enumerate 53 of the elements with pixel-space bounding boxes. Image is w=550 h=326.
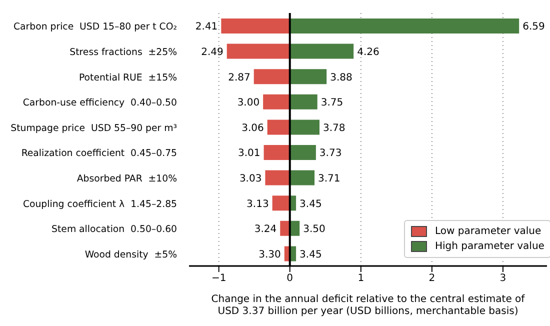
annotation: 3.01 bbox=[238, 148, 260, 160]
annotation: 3.88 bbox=[330, 72, 352, 84]
y-tick-label: Stem allocation 0.50–0.60 bbox=[52, 224, 178, 236]
bar bbox=[221, 18, 290, 34]
y-tick-label: Wood density ±5% bbox=[84, 249, 178, 260]
y-tick-label: Coupling coefficient λ 1.45–2.85 bbox=[22, 198, 178, 210]
x-tick-label: 3 bbox=[500, 273, 506, 284]
x-tick-label: 2 bbox=[428, 273, 436, 284]
y-tick-label: Absorbed PAR ±10% bbox=[76, 173, 178, 184]
bar bbox=[265, 170, 290, 186]
annotation: 3.78 bbox=[322, 122, 346, 134]
annotation: 3.75 bbox=[320, 98, 344, 109]
annotation: 3.24 bbox=[254, 224, 277, 236]
legend-label: Low parameter value bbox=[435, 225, 542, 239]
x-tick-label: 0 bbox=[286, 273, 294, 284]
y-tick-label: Carbon-use efficiency 0.40–0.50 bbox=[22, 98, 178, 109]
bar bbox=[264, 145, 290, 160]
y-tick-label: Realization coefficient 0.45–0.75 bbox=[21, 148, 178, 160]
annotation: 3.03 bbox=[239, 173, 262, 184]
bar bbox=[289, 145, 316, 160]
legend-label: High parameter value bbox=[435, 240, 544, 254]
annotation: 3.71 bbox=[318, 173, 340, 184]
annotation: 3.13 bbox=[246, 198, 269, 210]
bar bbox=[289, 69, 327, 84]
x-tick-label: 1 bbox=[358, 273, 364, 284]
bar bbox=[289, 170, 315, 186]
annotation: 4.26 bbox=[357, 46, 380, 58]
bar bbox=[289, 44, 354, 59]
annotation: 6.59 bbox=[522, 22, 545, 33]
annotation: 3.30 bbox=[258, 249, 281, 260]
bar bbox=[289, 120, 320, 135]
bar bbox=[267, 120, 290, 135]
bar bbox=[254, 69, 290, 84]
bar bbox=[289, 18, 520, 34]
annotation: 3.45 bbox=[300, 249, 322, 260]
x-tick-label: −1 bbox=[211, 273, 226, 284]
bar bbox=[289, 94, 318, 110]
y-tick-label: Stress fractions ±25% bbox=[70, 46, 178, 58]
annotation: 2.49 bbox=[201, 46, 224, 58]
bar bbox=[272, 196, 290, 211]
annotation: 3.45 bbox=[300, 198, 322, 210]
y-tick-label: Potential RUE ±15% bbox=[78, 72, 178, 84]
bar bbox=[263, 94, 290, 110]
annotation: 3.50 bbox=[303, 224, 326, 236]
annotation: 3.00 bbox=[237, 98, 260, 109]
y-tick-label: Stumpage price USD 55–90 per m³ bbox=[10, 122, 178, 134]
annotation: 2.87 bbox=[228, 72, 250, 84]
bar bbox=[226, 44, 290, 59]
annotation: 3.06 bbox=[242, 122, 264, 134]
annotation: 2.41 bbox=[195, 22, 218, 33]
y-tick-label: Carbon price USD 15–80 per t CO₂ bbox=[14, 22, 178, 33]
annotation: 3.73 bbox=[319, 148, 342, 160]
x-axis-title: Change in the annual deficit relative to the central estimate of USD 3.37 billion per year (USD billions, merchantable basis) bbox=[211, 294, 526, 317]
